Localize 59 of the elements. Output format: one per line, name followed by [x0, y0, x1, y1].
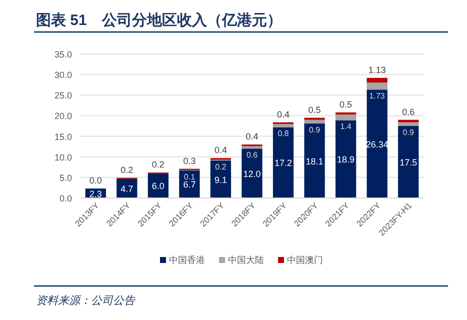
- y-tick-label: 25.0: [54, 90, 72, 101]
- data-label: 4.7: [120, 184, 134, 194]
- data-label: 0.2: [152, 159, 164, 170]
- bar: [116, 178, 138, 198]
- bar: [398, 126, 419, 198]
- data-label: 0.3: [183, 156, 196, 166]
- bar: [366, 90, 388, 198]
- y-tick-label: 15.0: [54, 132, 72, 142]
- y-tick-label: 35.0: [54, 50, 72, 60]
- bar: [242, 146, 262, 149]
- data-label: 0.6: [246, 150, 258, 160]
- data-label: 9.1: [214, 174, 227, 185]
- bar: [366, 82, 388, 90]
- legend-label: 中国大陆: [228, 255, 264, 265]
- data-label: 0.4: [246, 132, 258, 142]
- data-label: 6.7: [183, 180, 196, 190]
- data-label: 0.9: [308, 126, 321, 135]
- data-label: 0.6: [402, 106, 415, 117]
- data-label: 1.4: [340, 122, 352, 132]
- bar: [336, 114, 356, 120]
- data-label: 0.8: [278, 129, 290, 138]
- data-label: 17.2: [274, 158, 292, 168]
- data-label: 18.9: [337, 154, 355, 165]
- data-label: 17.5: [400, 158, 418, 168]
- data-label: 0.5: [340, 99, 352, 110]
- y-tick-label: 20.0: [54, 111, 72, 122]
- bar: [272, 124, 294, 128]
- bar: [179, 170, 200, 198]
- data-label: 0.4: [277, 109, 290, 120]
- bar: [304, 124, 325, 198]
- bar: [336, 120, 356, 198]
- data-label: 0.0: [89, 176, 102, 186]
- bar: [398, 122, 419, 126]
- data-label: 18.1: [306, 156, 324, 166]
- bar: [366, 78, 388, 83]
- chart-title: 图表 51 公司分地区收入（亿港元）: [36, 12, 282, 29]
- legend-label: 中国澳门: [287, 255, 323, 265]
- y-tick-label: 0.0: [59, 194, 72, 204]
- data-label: 2.3: [89, 188, 102, 199]
- y-tick-label: 10.0: [54, 152, 72, 162]
- data-label: 0.1: [184, 172, 196, 182]
- data-label: 12.0: [243, 168, 261, 179]
- y-tick-label: 30.0: [54, 70, 72, 80]
- data-label: 6.0: [152, 181, 164, 192]
- bar: [304, 120, 325, 124]
- bar: [242, 148, 262, 198]
- data-label: 1.73: [369, 92, 386, 101]
- data-label: 0.4: [214, 145, 227, 156]
- data-label: 0.2: [120, 164, 134, 175]
- bar: [398, 120, 419, 122]
- bar: [272, 127, 294, 198]
- data-label: 26.34: [366, 139, 388, 150]
- data-label: 1.13: [368, 64, 386, 75]
- data-label: 0.5: [308, 104, 321, 115]
- y-tick-label: 5.0: [59, 172, 72, 183]
- legend-label: 中国香港: [169, 255, 205, 265]
- text: 资料来源：公司公告: [36, 294, 136, 307]
- data-label: 0.9: [402, 128, 414, 137]
- data-label: 0.2: [215, 162, 227, 172]
